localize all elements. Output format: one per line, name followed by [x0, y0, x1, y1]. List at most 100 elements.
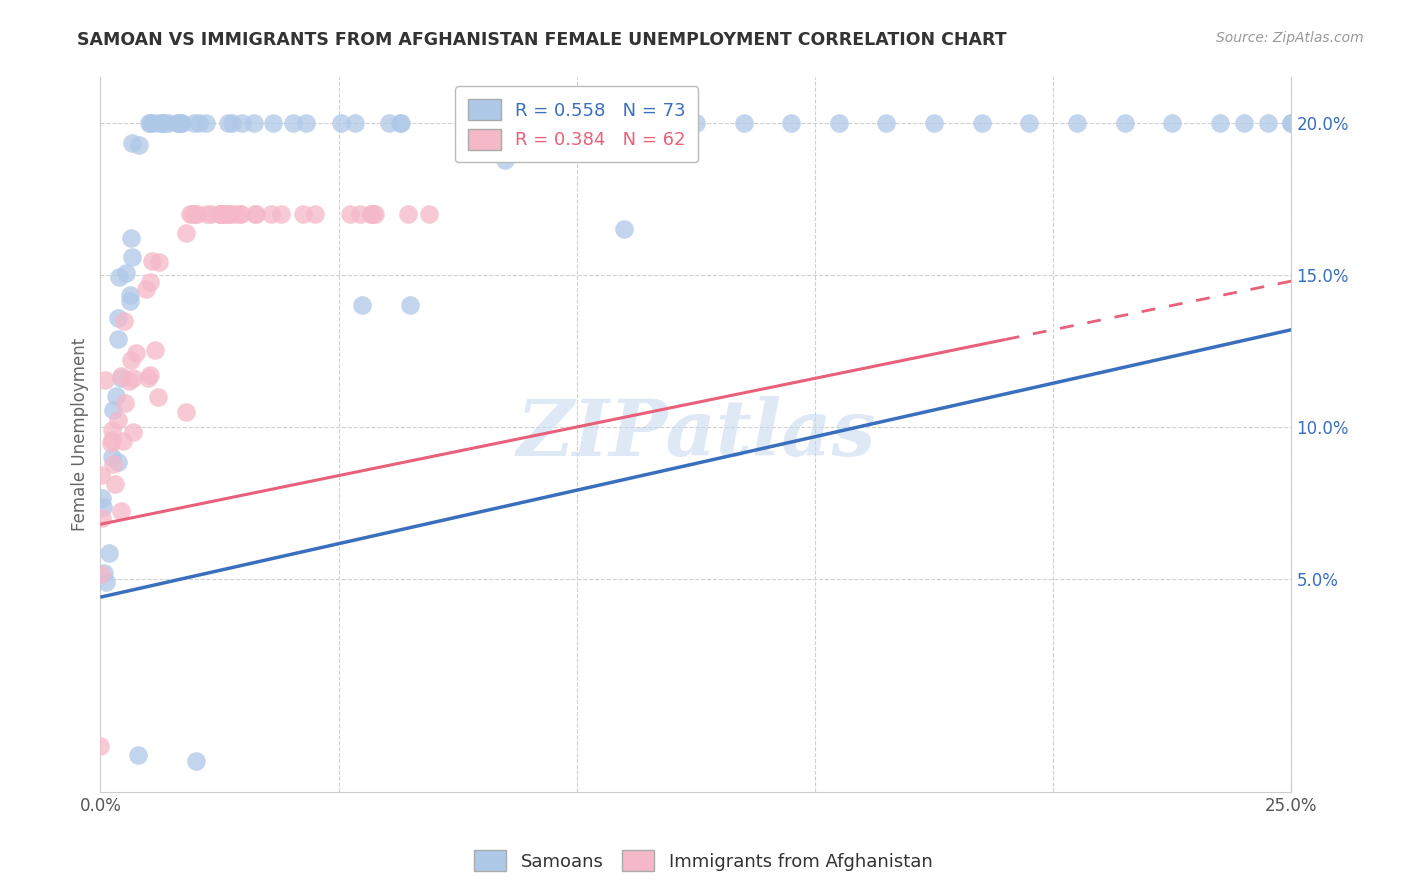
Text: Source: ZipAtlas.com: Source: ZipAtlas.com: [1216, 31, 1364, 45]
Text: ZIPatlas: ZIPatlas: [516, 396, 876, 473]
Point: [148, 116, 170, 130]
Point: [90, 467, 112, 482]
Point: [93, 566, 115, 580]
Y-axis label: Female Unemployment: Female Unemployment: [72, 338, 89, 532]
Point: [1281, 116, 1303, 130]
Point: [217, 116, 239, 130]
Point: [120, 231, 142, 245]
Point: [142, 116, 165, 130]
Point: [128, 138, 150, 153]
Point: [120, 352, 142, 367]
Point: [121, 136, 143, 151]
Point: [1257, 116, 1279, 130]
Point: [195, 207, 218, 221]
Point: [970, 116, 993, 130]
Point: [360, 207, 382, 221]
Point: [107, 413, 129, 427]
Point: [1281, 116, 1303, 130]
Point: [200, 207, 222, 221]
Point: [114, 396, 136, 410]
Point: [396, 207, 419, 221]
Point: [174, 226, 197, 240]
Point: [399, 298, 422, 312]
Point: [828, 116, 851, 130]
Point: [104, 476, 127, 491]
Point: [138, 116, 160, 130]
Point: [139, 275, 162, 289]
Point: [243, 207, 266, 221]
Point: [517, 137, 540, 152]
Point: [260, 207, 283, 221]
Point: [125, 345, 148, 359]
Point: [101, 457, 124, 471]
Point: [98, 546, 121, 560]
Point: [169, 116, 191, 130]
Point: [184, 754, 207, 768]
Point: [360, 207, 382, 221]
Point: [183, 116, 205, 130]
Point: [153, 116, 176, 130]
Point: [418, 207, 440, 221]
Text: SAMOAN VS IMMIGRANTS FROM AFGHANISTAN FEMALE UNEMPLOYMENT CORRELATION CHART: SAMOAN VS IMMIGRANTS FROM AFGHANISTAN FE…: [77, 31, 1007, 49]
Point: [121, 250, 143, 264]
Point: [229, 207, 252, 221]
Point: [108, 270, 131, 285]
Point: [94, 373, 117, 387]
Point: [115, 266, 138, 280]
Point: [1209, 116, 1232, 130]
Point: [152, 116, 174, 130]
Point: [349, 207, 371, 221]
Point: [1066, 116, 1088, 130]
Point: [291, 207, 314, 221]
Point: [283, 116, 305, 130]
Point: [110, 371, 132, 385]
Point: [93, 500, 115, 514]
Point: [780, 116, 803, 130]
Point: [262, 116, 284, 130]
Point: [118, 288, 141, 302]
Point: [685, 116, 707, 130]
Point: [613, 222, 636, 236]
Point: [101, 424, 124, 438]
Point: [245, 207, 267, 221]
Point: [922, 116, 945, 130]
Point: [194, 116, 217, 130]
Point: [1233, 116, 1256, 130]
Point: [208, 207, 231, 221]
Point: [304, 207, 326, 221]
Point: [179, 207, 201, 221]
Point: [94, 574, 117, 589]
Point: [135, 281, 157, 295]
Point: [90, 567, 112, 582]
Legend: Samoans, Immigrants from Afghanistan: Samoans, Immigrants from Afghanistan: [467, 843, 939, 879]
Point: [875, 116, 897, 130]
Point: [1161, 116, 1184, 130]
Point: [188, 116, 211, 130]
Point: [339, 207, 361, 221]
Point: [118, 294, 141, 309]
Point: [221, 116, 243, 130]
Point: [389, 116, 412, 130]
Point: [378, 116, 401, 130]
Point: [121, 371, 143, 385]
Point: [110, 504, 132, 518]
Point: [231, 116, 253, 130]
Point: [295, 116, 318, 130]
Point: [589, 116, 612, 130]
Point: [167, 116, 190, 130]
Point: [112, 313, 135, 327]
Point: [208, 207, 231, 221]
Point: [122, 425, 145, 439]
Point: [208, 207, 231, 221]
Point: [180, 207, 202, 221]
Point: [148, 255, 170, 269]
Point: [141, 253, 163, 268]
Point: [218, 207, 240, 221]
Point: [494, 153, 516, 167]
Point: [637, 116, 659, 130]
Legend: R = 0.558   N = 73, R = 0.384   N = 62: R = 0.558 N = 73, R = 0.384 N = 62: [456, 87, 699, 162]
Point: [174, 405, 197, 419]
Point: [89, 739, 111, 753]
Point: [105, 389, 128, 403]
Point: [112, 434, 135, 448]
